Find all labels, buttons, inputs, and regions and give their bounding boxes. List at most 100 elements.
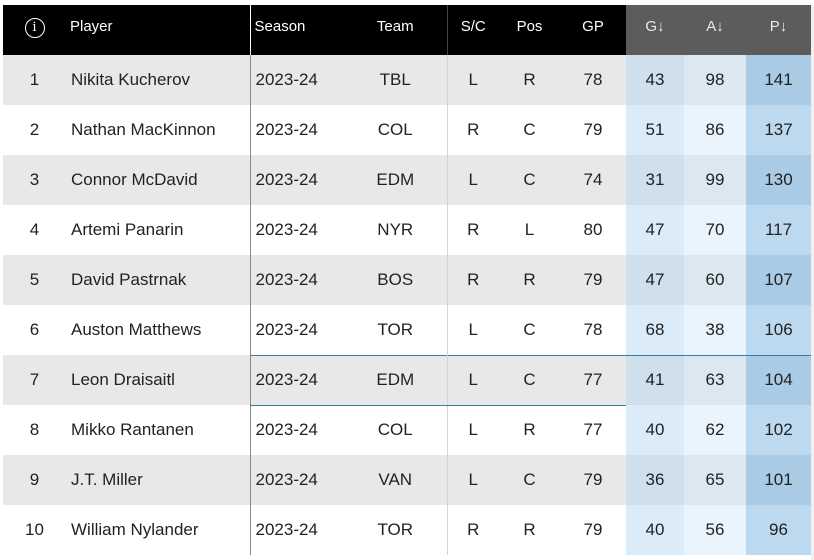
player-stats-table: i Player Season Team S/C Pos GP G↓ A↓ P↓… <box>3 5 811 555</box>
stats-table-container: i Player Season Team S/C Pos GP G↓ A↓ P↓… <box>3 5 811 555</box>
position-cell: R <box>499 255 560 305</box>
shoots-catches-header[interactable]: S/C <box>447 5 499 55</box>
assists-cell: 70 <box>684 205 746 255</box>
assists-cell: 99 <box>684 155 746 205</box>
player-name-cell[interactable]: Connor McDavid <box>66 155 250 205</box>
header-row: i Player Season Team S/C Pos GP G↓ A↓ P↓ <box>3 5 811 55</box>
points-header[interactable]: P↓ <box>746 5 811 55</box>
position-cell: R <box>499 405 560 455</box>
player-header[interactable]: Player <box>66 5 250 55</box>
games-played-cell: 79 <box>560 105 626 155</box>
goals-cell: 47 <box>626 205 684 255</box>
table-row[interactable]: 9 J.T. Miller 2023-24 VAN L C 79 36 65 101 <box>3 455 811 505</box>
team-header[interactable]: Team <box>344 5 448 55</box>
goals-cell: 40 <box>626 405 684 455</box>
table-row[interactable]: 2 Nathan MacKinnon 2023-24 COL R C 79 51 86 137 <box>3 105 811 155</box>
table-row[interactable]: 5 David Pastrnak 2023-24 BOS R R 79 47 60 107 <box>3 255 811 305</box>
table-row[interactable]: 10 William Nylander 2023-24 TOR R R 79 40 56 96 <box>3 505 811 555</box>
player-name-cell[interactable]: Nathan MacKinnon <box>66 105 250 155</box>
rank-header[interactable]: i <box>3 5 66 55</box>
points-cell: 137 <box>746 105 811 155</box>
player-name-cell[interactable]: William Nylander <box>66 505 250 555</box>
shoots-catches-cell: L <box>447 55 499 105</box>
games-played-cell: 79 <box>560 455 626 505</box>
goals-cell: 68 <box>626 305 684 355</box>
games-played-header[interactable]: GP <box>560 5 626 55</box>
player-name-cell[interactable]: Leon Draisaitl <box>66 355 250 405</box>
season-cell: 2023-24 <box>249 405 344 455</box>
games-played-cell: 79 <box>560 505 626 555</box>
goals-header[interactable]: G↓ <box>626 5 684 55</box>
goals-cell: 41 <box>626 354 684 405</box>
position-header[interactable]: Pos <box>499 5 560 55</box>
rank-cell: 5 <box>3 255 66 305</box>
shoots-catches-cell: R <box>447 255 499 305</box>
season-cell: 2023-24 <box>249 505 344 555</box>
position-cell: C <box>499 455 560 505</box>
table-row[interactable]: 7 Leon Draisaitl 2023-24 EDM L C 77 41 63 104 <box>3 354 811 406</box>
player-name-cell[interactable]: Mikko Rantanen <box>66 405 250 455</box>
table-body: 1 Nikita Kucherov 2023-24 TBL L R 78 43 98 141 2 Na… <box>3 55 811 555</box>
season-header[interactable]: Season <box>249 5 344 55</box>
rank-cell: 3 <box>3 155 66 205</box>
team-cell: TOR <box>344 505 448 555</box>
points-cell: 117 <box>746 205 811 255</box>
points-cell: 130 <box>746 155 811 205</box>
team-cell: VAN <box>344 455 448 505</box>
games-played-cell: 79 <box>560 255 626 305</box>
player-name-cell[interactable]: J.T. Miller <box>66 455 250 505</box>
table-row[interactable]: 4 Artemi Panarin 2023-24 NYR R L 80 47 70 117 <box>3 205 811 255</box>
goals-cell: 31 <box>626 155 684 205</box>
points-cell: 104 <box>746 354 811 405</box>
assists-cell: 65 <box>684 455 746 505</box>
goals-cell: 51 <box>626 105 684 155</box>
team-cell: NYR <box>344 205 448 255</box>
shoots-catches-cell: L <box>447 305 499 355</box>
player-name-cell[interactable]: Auston Matthews <box>66 305 250 355</box>
season-cell: 2023-24 <box>249 155 344 205</box>
games-played-cell: 78 <box>560 305 626 355</box>
info-icon[interactable]: i <box>24 18 45 38</box>
rank-cell: 8 <box>3 405 66 455</box>
team-cell: COL <box>344 405 448 455</box>
goals-cell: 40 <box>626 505 684 555</box>
games-played-cell: 80 <box>560 205 626 255</box>
position-cell: C <box>499 155 560 205</box>
season-cell: 2023-24 <box>249 55 344 105</box>
shoots-catches-cell: R <box>447 205 499 255</box>
rank-cell: 7 <box>3 355 66 405</box>
player-name-cell[interactable]: David Pastrnak <box>66 255 250 305</box>
season-cell: 2023-24 <box>249 255 344 305</box>
games-played-cell: 78 <box>560 55 626 105</box>
table-row[interactable]: 3 Connor McDavid 2023-24 EDM L C 74 31 99 130 <box>3 155 811 205</box>
goals-cell: 43 <box>626 55 684 105</box>
table-row[interactable]: 8 Mikko Rantanen 2023-24 COL L R 77 40 62 102 <box>3 405 811 455</box>
shoots-catches-cell: L <box>447 155 499 205</box>
assists-cell: 56 <box>684 505 746 555</box>
shoots-catches-cell: R <box>447 505 499 555</box>
position-cell: C <box>499 305 560 355</box>
shoots-catches-cell: L <box>447 455 499 505</box>
position-cell: C <box>499 354 560 406</box>
rank-cell: 9 <box>3 455 66 505</box>
position-cell: C <box>499 105 560 155</box>
scrollbar-track[interactable] <box>811 5 814 560</box>
rank-cell: 1 <box>3 55 66 105</box>
goals-cell: 47 <box>626 255 684 305</box>
table-header: i Player Season Team S/C Pos GP G↓ A↓ P↓ <box>3 5 811 55</box>
player-name-cell[interactable]: Artemi Panarin <box>66 205 250 255</box>
games-played-cell: 77 <box>560 405 626 455</box>
player-name-cell[interactable]: Nikita Kucherov <box>66 55 250 105</box>
season-cell: 2023-24 <box>249 455 344 505</box>
points-cell: 96 <box>746 505 811 555</box>
table-row[interactable]: 6 Auston Matthews 2023-24 TOR L C 78 68 38 106 <box>3 305 811 355</box>
assists-header[interactable]: A↓ <box>684 5 746 55</box>
rank-cell: 4 <box>3 205 66 255</box>
rank-cell: 10 <box>3 505 66 555</box>
season-cell: 2023-24 <box>249 205 344 255</box>
goals-cell: 36 <box>626 455 684 505</box>
table-row[interactable]: 1 Nikita Kucherov 2023-24 TBL L R 78 43 98 141 <box>3 55 811 105</box>
assists-cell: 63 <box>684 354 746 405</box>
shoots-catches-cell: L <box>447 354 499 406</box>
points-cell: 101 <box>746 455 811 505</box>
